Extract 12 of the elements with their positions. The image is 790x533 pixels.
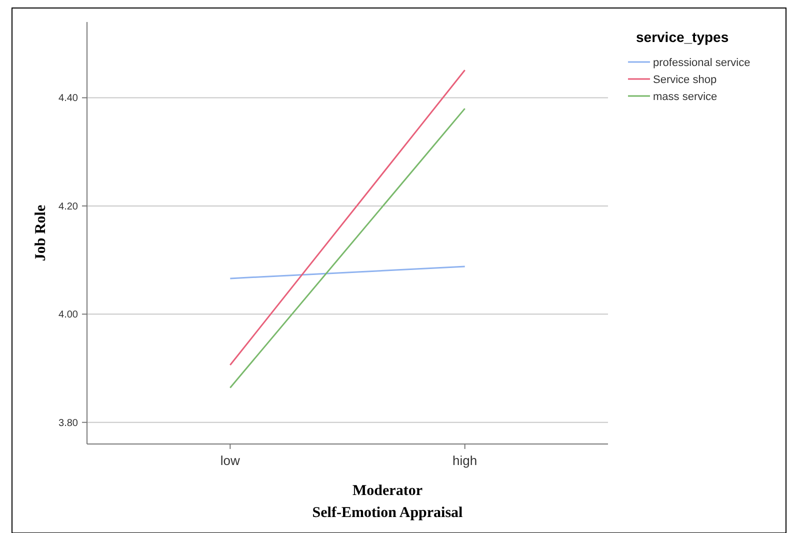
- y-tick-label: 4.40: [58, 93, 78, 104]
- y-axis-title: Job Role: [33, 204, 49, 262]
- y-tick-label: 3.80: [58, 418, 78, 429]
- legend-title: service_types: [636, 29, 729, 45]
- legend-label: professional service: [653, 56, 750, 69]
- legend-label: Service shop: [653, 74, 717, 86]
- legend-label: mass service: [653, 90, 718, 103]
- x-tick-label: high: [452, 453, 478, 468]
- x-tick-label: low: [220, 453, 241, 468]
- x-axis-title: Moderator Self-Emotion Appraisal: [312, 483, 463, 521]
- y-tick-label: 4.20: [58, 201, 78, 212]
- y-tick-label: 4.00: [58, 310, 78, 321]
